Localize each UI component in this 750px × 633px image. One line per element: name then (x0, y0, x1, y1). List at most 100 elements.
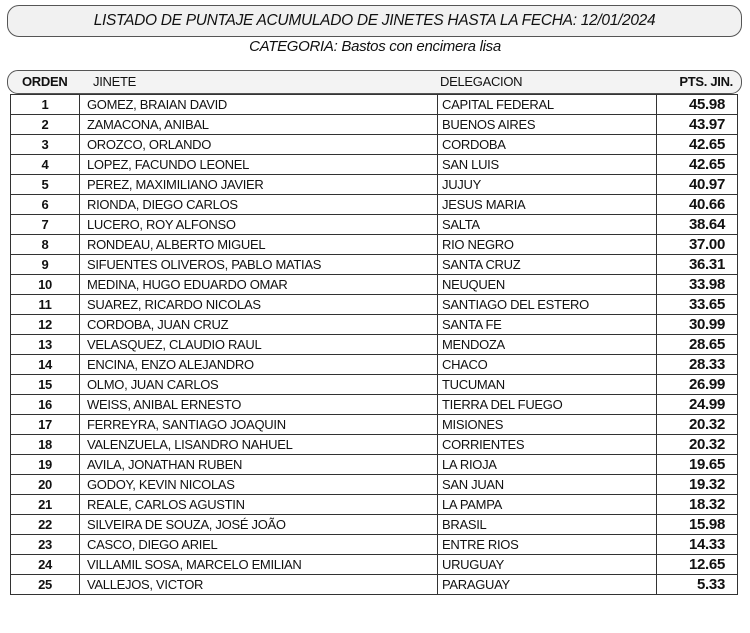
delegacion-cell: MISIONES (437, 414, 657, 435)
table-row: 2 ZAMACONA, ANIBAL BUENOS AIRES 43.97 (10, 114, 738, 135)
table-row: 12 CORDOBA, JUAN CRUZ SANTA FE 30.99 (10, 314, 738, 335)
jinete-cell: VALENZUELA, LISANDRO NAHUEL (79, 434, 438, 455)
orden-cell: 23 (10, 534, 80, 555)
delegacion-cell: ENTRE RIOS (437, 534, 657, 555)
pts-cell: 12.65 (656, 554, 738, 575)
pts-cell: 15.98 (656, 514, 738, 535)
delegacion-cell: SAN JUAN (437, 474, 657, 495)
orden-cell: 13 (10, 334, 80, 355)
orden-cell: 16 (10, 394, 80, 415)
table-row: 7 LUCERO, ROY ALFONSO SALTA 38.64 (10, 214, 738, 235)
jinete-cell: AVILA, JONATHAN RUBEN (79, 454, 438, 475)
orden-cell: 18 (10, 434, 80, 455)
pts-cell: 18.32 (656, 494, 738, 515)
table-row: 8 RONDEAU, ALBERTO MIGUEL RIO NEGRO 37.00 (10, 234, 738, 255)
orden-cell: 5 (10, 174, 80, 195)
jinete-cell: RONDEAU, ALBERTO MIGUEL (79, 234, 438, 255)
delegacion-cell: CORDOBA (437, 134, 657, 155)
jinete-cell: GOMEZ, BRAIAN DAVID (79, 94, 438, 115)
table-row: 17 FERREYRA, SANTIAGO JOAQUIN MISIONES 20.3… (10, 414, 738, 435)
table-row: 6 RIONDA, DIEGO CARLOS JESUS MARIA 40.66 (10, 194, 738, 215)
delegacion-cell: SAN LUIS (437, 154, 657, 175)
delegacion-cell: TUCUMAN (437, 374, 657, 395)
orden-cell: 24 (10, 554, 80, 575)
jinete-cell: SILVEIRA DE SOUZA, JOSÉ JOÃO (79, 514, 438, 535)
delegacion-cell: URUGUAY (437, 554, 657, 575)
table-row: 5 PEREZ, MAXIMILIANO JAVIER JUJUY 40.97 (10, 174, 738, 195)
delegacion-cell: MENDOZA (437, 334, 657, 355)
pts-cell: 36.31 (656, 254, 738, 275)
table-row: 14 ENCINA, ENZO ALEJANDRO CHACO 28.33 (10, 354, 738, 375)
jinete-cell: PEREZ, MAXIMILIANO JAVIER (79, 174, 438, 195)
pts-cell: 37.00 (656, 234, 738, 255)
delegacion-cell: TIERRA DEL FUEGO (437, 394, 657, 415)
orden-cell: 3 (10, 134, 80, 155)
pts-cell: 38.64 (656, 214, 738, 235)
orden-cell: 12 (10, 314, 80, 335)
table-row: 22 SILVEIRA DE SOUZA, JOSÉ JOÃO BRASIL 15.9… (10, 514, 738, 535)
jinete-cell: OLMO, JUAN CARLOS (79, 374, 438, 395)
table-row: 21 REALE, CARLOS AGUSTIN LA PAMPA 18.32 (10, 494, 738, 515)
table-row: 16 WEISS, ANIBAL ERNESTO TIERRA DEL FUEGO 2… (10, 394, 738, 415)
table-row: 20 GODOY, KEVIN NICOLAS SAN JUAN 19.32 (10, 474, 738, 495)
table-row: 23 CASCO, DIEGO ARIEL ENTRE RIOS 14.33 (10, 534, 738, 555)
jinete-cell: FERREYRA, SANTIAGO JOAQUIN (79, 414, 438, 435)
table-row: 1 GOMEZ, BRAIAN DAVID CAPITAL FEDERAL 45.98 (10, 94, 738, 115)
delegacion-cell: SANTA CRUZ (437, 254, 657, 275)
jinete-cell: MEDINA, HUGO EDUARDO OMAR (79, 274, 438, 295)
table-header: ORDEN JINETE DELEGACION PTS. JIN. (7, 70, 742, 94)
orden-cell: 8 (10, 234, 80, 255)
jinete-cell: ZAMACONA, ANIBAL (79, 114, 438, 135)
page-title: LISTADO DE PUNTAJE ACUMULADO DE JINETES … (93, 12, 656, 29)
jinete-cell: VILLAMIL SOSA, MARCELO EMILIAN (79, 554, 438, 575)
orden-cell: 25 (10, 574, 80, 595)
delegacion-cell: BRASIL (437, 514, 657, 535)
orden-cell: 1 (10, 94, 80, 115)
table-row: 24 VILLAMIL SOSA, MARCELO EMILIAN URUGUAY 1… (10, 554, 738, 575)
orden-cell: 20 (10, 474, 80, 495)
orden-cell: 22 (10, 514, 80, 535)
table-row: 15 OLMO, JUAN CARLOS TUCUMAN 26.99 (10, 374, 738, 395)
delegacion-cell: CAPITAL FEDERAL (437, 94, 657, 115)
delegacion-cell: CHACO (437, 354, 657, 375)
delegacion-cell: SANTA FE (437, 314, 657, 335)
delegacion-cell: CORRIENTES (437, 434, 657, 455)
table-row: 3 OROZCO, ORLANDO CORDOBA 42.65 (10, 134, 738, 155)
pts-cell: 42.65 (656, 154, 738, 175)
header-jinete: JINETE (93, 74, 136, 89)
pts-cell: 33.98 (656, 274, 738, 295)
pts-cell: 14.33 (656, 534, 738, 555)
orden-cell: 11 (10, 294, 80, 315)
table-row: 18 VALENZUELA, LISANDRO NAHUEL CORRIENTES 2… (10, 434, 738, 455)
orden-cell: 4 (10, 154, 80, 175)
table-row: 19 AVILA, JONATHAN RUBEN LA RIOJA 19.65 (10, 454, 738, 475)
table-row: 10 MEDINA, HUGO EDUARDO OMAR NEUQUEN 33.98 (10, 274, 738, 295)
pts-cell: 40.66 (656, 194, 738, 215)
delegacion-cell: JUJUY (437, 174, 657, 195)
orden-cell: 15 (10, 374, 80, 395)
pts-cell: 20.32 (656, 414, 738, 435)
table-row: 13 VELASQUEZ, CLAUDIO RAUL MENDOZA 28.65 (10, 334, 738, 355)
pts-cell: 30.99 (656, 314, 738, 335)
orden-cell: 9 (10, 254, 80, 275)
jinete-cell: LOPEZ, FACUNDO LEONEL (79, 154, 438, 175)
pts-cell: 45.98 (656, 94, 738, 115)
table-row: 11 SUAREZ, RICARDO NICOLAS SANTIAGO DEL ES… (10, 294, 738, 315)
delegacion-cell: SALTA (437, 214, 657, 235)
jinete-cell: VELASQUEZ, CLAUDIO RAUL (79, 334, 438, 355)
jinete-cell: RIONDA, DIEGO CARLOS (79, 194, 438, 215)
table-row: 9 SIFUENTES OLIVEROS, PABLO MATIAS SANTA C… (10, 254, 738, 275)
jinete-cell: OROZCO, ORLANDO (79, 134, 438, 155)
jinete-cell: WEISS, ANIBAL ERNESTO (79, 394, 438, 415)
pts-cell: 40.97 (656, 174, 738, 195)
jinete-cell: CORDOBA, JUAN CRUZ (79, 314, 438, 335)
delegacion-cell: SANTIAGO DEL ESTERO (437, 294, 657, 315)
header-orden: ORDEN (22, 74, 68, 89)
pts-cell: 28.33 (656, 354, 738, 375)
table-row: 25 VALLEJOS, VICTOR PARAGUAY 5.33 (10, 574, 738, 595)
header-delegacion: DELEGACION (440, 74, 523, 89)
header-pts: PTS. JIN. (679, 74, 733, 89)
delegacion-cell: LA PAMPA (437, 494, 657, 515)
orden-cell: 6 (10, 194, 80, 215)
pts-cell: 20.32 (656, 434, 738, 455)
